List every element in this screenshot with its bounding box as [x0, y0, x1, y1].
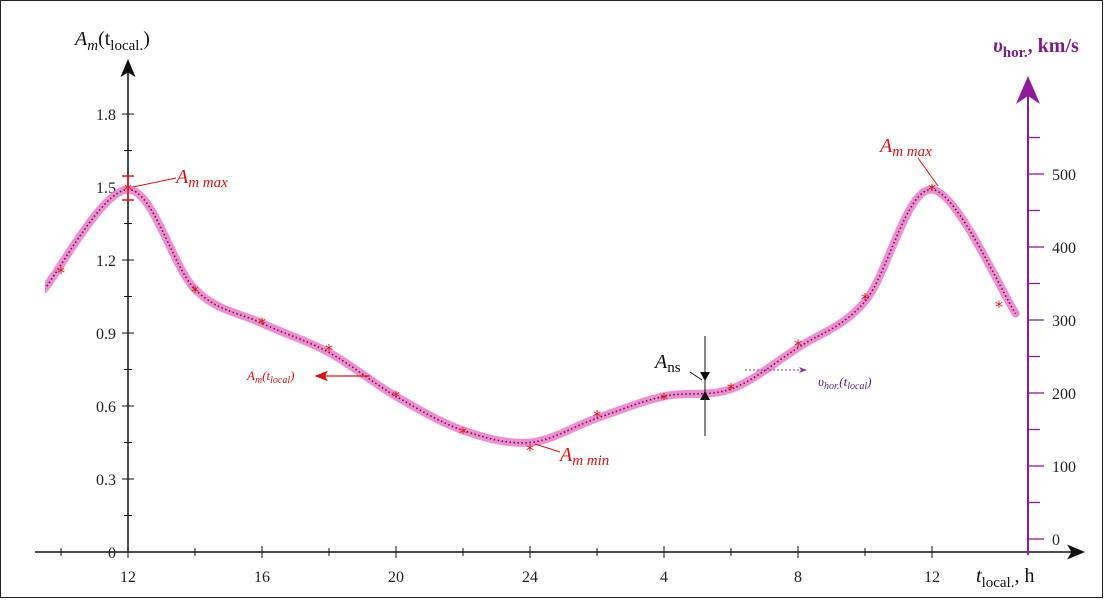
svg-text:Am min: Am min: [558, 444, 609, 469]
y-right-tick-label: 300: [1052, 313, 1076, 330]
x-tick-label: 20: [388, 569, 404, 586]
x-tick-label: 4: [660, 569, 668, 586]
annotation-amax-left: Am max: [132, 166, 228, 191]
series-vhor-dotted: [45, 188, 1017, 444]
series-vhor-line: [45, 185, 1020, 447]
svg-text:Am max: Am max: [878, 135, 932, 160]
svg-text:Ans: Ans: [653, 351, 681, 376]
y-right-tick-label: 200: [1052, 386, 1076, 403]
annotation-am-label: Am(tlocal): [246, 368, 370, 386]
axes: [35, 59, 1085, 560]
am-data-point: *: [660, 389, 668, 408]
y-right-tick-label: 100: [1052, 459, 1076, 476]
y-left-tick-label: 0: [108, 545, 116, 562]
am-data-point: *: [57, 263, 65, 282]
am-data-point: *: [459, 423, 467, 442]
y-left-tick-label: 1.2: [96, 253, 116, 270]
am-data-point: *: [392, 387, 400, 406]
y-left-tick-label: 0.6: [96, 399, 116, 416]
y-left-ticks: 0 0.3 0.6 0.9 1.2 1.5 1.8: [96, 107, 134, 562]
annotation-ans: Ans: [653, 336, 710, 436]
am-data-point: *: [861, 290, 869, 309]
x-ticks: 12 16 20 24 4 8 12: [60, 546, 940, 586]
y-right-title: υhor., km/s: [993, 35, 1079, 61]
x-tick-label: 24: [522, 569, 538, 586]
y-left-title: Am(tlocal.): [73, 28, 150, 54]
y-right-tick-label: 500: [1052, 167, 1076, 184]
am-data-point: *: [995, 297, 1003, 316]
am-data-point: *: [325, 341, 333, 360]
x-tick-label: 12: [120, 569, 136, 586]
y-left-tick-label: 0.3: [96, 472, 116, 489]
x-tick-label: 16: [254, 569, 270, 586]
y-left-tick-label: 0.9: [96, 326, 116, 343]
am-data-point: *: [727, 380, 735, 399]
x-tick-label: 12: [924, 569, 940, 586]
x-tick-label: 8: [794, 569, 802, 586]
am-data-point: *: [593, 406, 601, 425]
annotation-amin: Am min: [534, 443, 609, 469]
y-right-tick-label: 400: [1052, 240, 1076, 257]
am-data-point: *: [258, 314, 266, 333]
annotation-vhor-label: υhor.(tlocal): [745, 367, 872, 392]
x-axis-title: tlocal., h: [976, 565, 1034, 591]
svg-text:Am(tlocal): Am(tlocal): [246, 368, 294, 386]
am-data-point: *: [794, 336, 802, 355]
y-left-tick-label: 1.5: [96, 180, 116, 197]
series-layer: ***************: [45, 180, 1020, 459]
svg-text:υhor.(tlocal): υhor.(tlocal): [818, 374, 872, 392]
am-data-point: *: [928, 180, 936, 199]
y-right-tick-label: 0: [1052, 532, 1060, 549]
am-data-point: *: [526, 440, 534, 459]
error-bar-amax: [122, 175, 134, 201]
svg-text:Am max: Am max: [174, 166, 228, 191]
y-right-ticks: 0 100 200 300 400 500: [1028, 136, 1076, 549]
annotation-amax-right: Am max: [878, 135, 939, 187]
am-data-point: *: [191, 282, 199, 301]
y-left-tick-label: 1.8: [96, 107, 116, 124]
